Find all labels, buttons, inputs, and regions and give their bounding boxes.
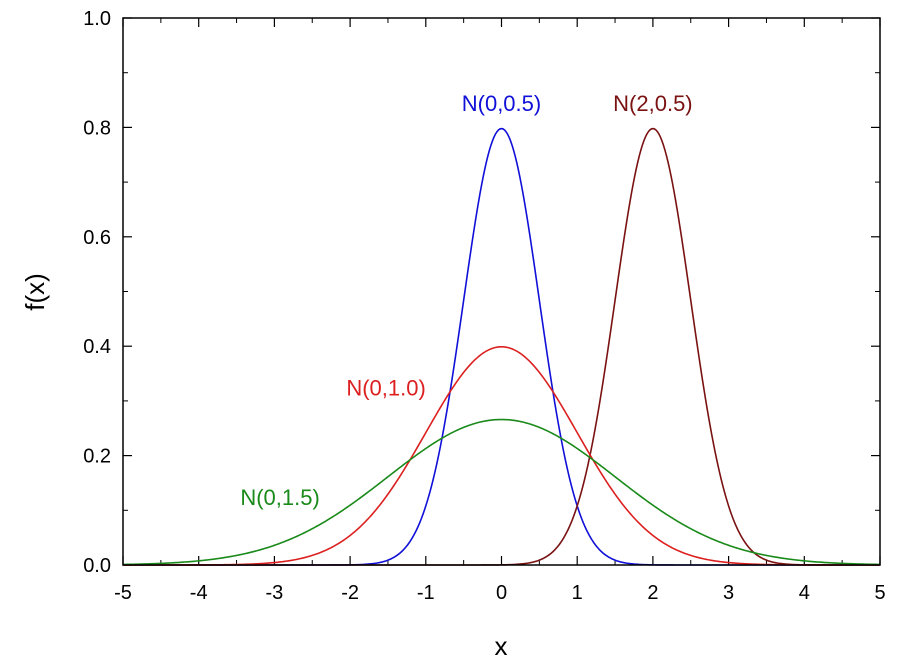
- x-tick-label: 1: [572, 582, 583, 604]
- series-line-3: [122, 418, 881, 566]
- plot-frame: [122, 17, 881, 566]
- x-tick-label: -5: [114, 582, 132, 604]
- x-axis-label: x: [495, 631, 508, 658]
- series-line-2: [123, 345, 880, 566]
- series-label: N(0,1.0): [346, 375, 425, 400]
- x-tick-label: 0: [496, 582, 507, 604]
- y-tick-label: 1.0: [83, 8, 111, 30]
- tick-labels: -5 -4 -3 -2 -1 0 1 2 3 4 5 0.0 0.2 0.4 0.6 0.8 1.0: [83, 8, 885, 604]
- y-axis-label: f(x): [20, 273, 50, 311]
- x-tick-label: 4: [799, 582, 810, 604]
- y-tick-label: 0.0: [83, 555, 111, 577]
- series-label: N(0,0.5): [462, 91, 541, 116]
- y-tick-label: 0.2: [83, 446, 111, 468]
- x-tick-label: -4: [190, 582, 208, 604]
- x-tick-label: -3: [266, 582, 284, 604]
- series-label: N(0,1.5): [240, 485, 319, 510]
- x-tick-label: -1: [417, 582, 435, 604]
- y-tick-label: 0.4: [83, 336, 111, 358]
- series-labels: N(0,0.5) N(2,0.5) N(0,1.0) N(0,1.5): [240, 91, 692, 510]
- series-label: N(2,0.5): [613, 91, 692, 116]
- x-tick-label: 3: [723, 582, 734, 604]
- y-tick-label: 0.8: [83, 117, 111, 139]
- x-tick-label: 5: [874, 582, 885, 604]
- x-tick-label: -2: [341, 582, 359, 604]
- x-tick-label: 2: [647, 582, 658, 604]
- y-tick-label: 0.6: [83, 227, 111, 249]
- curves: [122, 127, 881, 566]
